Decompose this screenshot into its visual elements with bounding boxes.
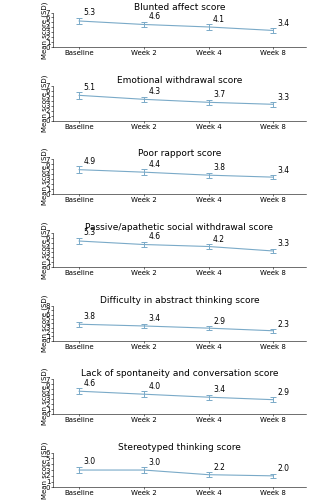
Y-axis label: Mean score (SD): Mean score (SD)	[41, 222, 48, 278]
Y-axis label: Mean score (SD): Mean score (SD)	[41, 74, 48, 132]
Text: 4.2: 4.2	[213, 234, 225, 244]
Title: Blunted affect score: Blunted affect score	[134, 2, 225, 12]
Text: 3.0: 3.0	[84, 458, 95, 466]
Text: 4.6: 4.6	[84, 378, 95, 388]
Text: 2.9: 2.9	[278, 388, 290, 397]
Text: 3.4: 3.4	[278, 166, 290, 174]
Y-axis label: Mean score (SD): Mean score (SD)	[41, 294, 48, 352]
Text: 2.2: 2.2	[213, 462, 225, 471]
Y-axis label: Mean score (SD): Mean score (SD)	[41, 2, 48, 58]
Text: 3.3: 3.3	[278, 92, 290, 102]
Text: 3.4: 3.4	[148, 314, 160, 324]
Text: 3.8: 3.8	[213, 164, 225, 172]
Text: 3.7: 3.7	[213, 90, 225, 100]
Text: 5.3: 5.3	[84, 8, 95, 18]
Text: 4.0: 4.0	[148, 382, 160, 391]
Text: 2.3: 2.3	[278, 320, 290, 328]
Text: 3.0: 3.0	[148, 458, 160, 466]
Y-axis label: Mean score (SD): Mean score (SD)	[41, 148, 48, 206]
Title: Passive/apathetic social withdrawal score: Passive/apathetic social withdrawal scor…	[85, 223, 273, 232]
Text: 3.3: 3.3	[278, 240, 290, 248]
Text: 3.8: 3.8	[84, 312, 95, 322]
Y-axis label: Mean score (SD): Mean score (SD)	[41, 368, 48, 426]
Text: 4.6: 4.6	[148, 232, 160, 241]
Text: 2.9: 2.9	[213, 317, 225, 326]
Text: 3.4: 3.4	[213, 386, 225, 394]
Text: 5.3: 5.3	[84, 228, 95, 237]
Title: Emotional withdrawal score: Emotional withdrawal score	[117, 76, 242, 85]
Y-axis label: Mean score (SD): Mean score (SD)	[41, 442, 48, 498]
Text: 4.4: 4.4	[148, 160, 160, 169]
Text: 4.9: 4.9	[84, 157, 95, 166]
Text: 5.1: 5.1	[84, 82, 95, 92]
Title: Lack of spontaneity and conversation score: Lack of spontaneity and conversation sco…	[80, 370, 278, 378]
Text: 4.3: 4.3	[148, 87, 160, 96]
Text: 3.4: 3.4	[278, 19, 290, 28]
Text: 4.6: 4.6	[148, 12, 160, 22]
Text: 4.1: 4.1	[213, 15, 225, 24]
Title: Stereotyped thinking score: Stereotyped thinking score	[118, 443, 241, 452]
Text: 2.0: 2.0	[278, 464, 290, 473]
Title: Poor rapport score: Poor rapport score	[138, 150, 221, 158]
Title: Difficulty in abstract thinking score: Difficulty in abstract thinking score	[100, 296, 259, 305]
